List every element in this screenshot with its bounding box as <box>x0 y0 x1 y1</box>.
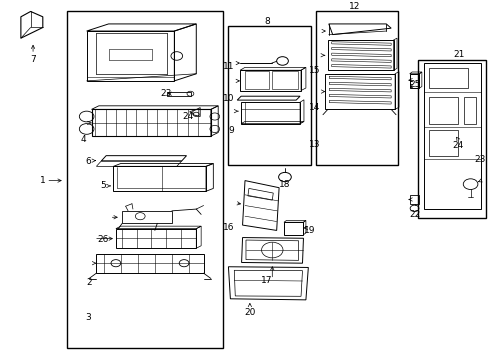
Bar <box>418 59 486 218</box>
Text: 15: 15 <box>309 66 320 75</box>
Text: 18: 18 <box>279 180 291 189</box>
Text: 1: 1 <box>40 176 45 185</box>
Text: 7: 7 <box>30 55 36 64</box>
Text: 24: 24 <box>453 141 464 150</box>
Text: 13: 13 <box>309 140 320 149</box>
Text: 2: 2 <box>86 278 92 287</box>
Text: 3: 3 <box>86 313 92 322</box>
Text: 23: 23 <box>161 89 172 98</box>
Bar <box>429 130 459 156</box>
Text: 24: 24 <box>183 112 194 121</box>
Text: 6: 6 <box>86 157 92 166</box>
Text: 11: 11 <box>223 62 234 71</box>
Bar <box>228 26 311 165</box>
Bar <box>316 12 398 165</box>
Text: 10: 10 <box>223 94 234 103</box>
Text: 16: 16 <box>223 223 234 232</box>
Bar <box>464 97 476 123</box>
Bar <box>67 12 223 348</box>
Text: 21: 21 <box>454 50 465 59</box>
Text: 14: 14 <box>309 103 320 112</box>
Text: 26: 26 <box>97 235 109 244</box>
Text: 8: 8 <box>264 17 270 26</box>
Bar <box>429 97 459 123</box>
Text: 5: 5 <box>100 181 106 190</box>
Text: 9: 9 <box>228 126 234 135</box>
Text: 19: 19 <box>303 226 315 235</box>
Bar <box>429 68 468 88</box>
Text: 25: 25 <box>410 80 421 89</box>
Text: 23: 23 <box>475 156 486 165</box>
Text: 20: 20 <box>244 308 256 317</box>
Text: 22: 22 <box>410 210 421 219</box>
Text: 4: 4 <box>81 135 87 144</box>
Text: 17: 17 <box>261 276 272 285</box>
Text: 12: 12 <box>349 2 361 11</box>
